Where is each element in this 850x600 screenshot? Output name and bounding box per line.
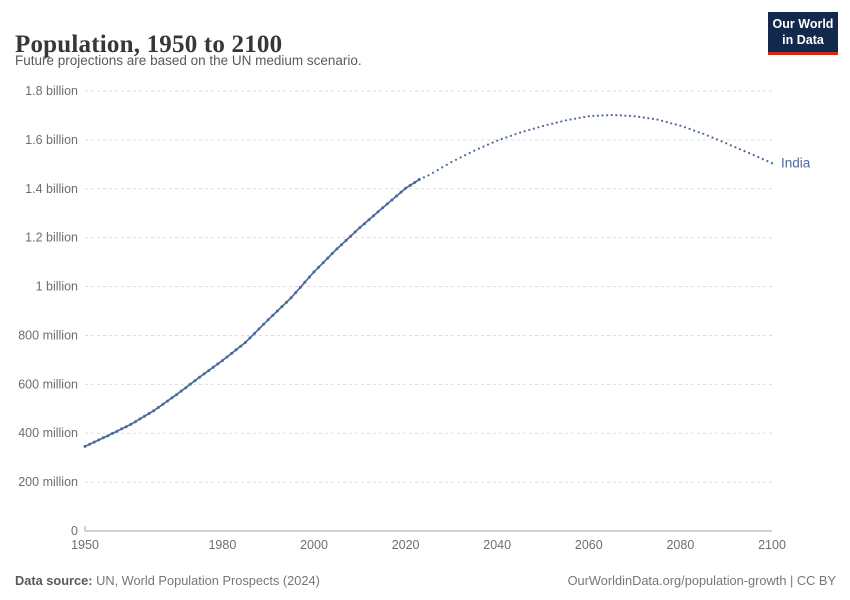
data-source-note[interactable]: Data source: UN, World Population Prospe… [15, 573, 320, 588]
x-tick-label: 2100 [758, 538, 786, 552]
owid-citation-link[interactable]: OurWorldinData.org/population-growth | C… [567, 573, 836, 588]
x-tick-label: 2040 [483, 538, 511, 552]
series-dots-projection [422, 113, 774, 179]
x-tick-label: 2000 [300, 538, 328, 552]
series-dots-historical [83, 178, 421, 448]
y-tick-label: 1.2 billion [25, 231, 78, 245]
data-source-label: Data source: [15, 573, 93, 588]
y-tick-label: 600 million [18, 377, 78, 391]
owid-logo-line1: Our World [772, 17, 834, 31]
owid-logo-line2: in Data [782, 33, 824, 47]
y-tick-label: 1 billion [36, 280, 78, 294]
x-tick-label: 1950 [71, 538, 99, 552]
y-tick-label: 1.4 billion [25, 182, 78, 196]
y-tick-label: 200 million [18, 475, 78, 489]
x-tick-label: 1980 [208, 538, 236, 552]
y-tick-label: 800 million [18, 328, 78, 342]
owid-logo[interactable]: Our World in Data [768, 12, 838, 55]
y-tick-label: 400 million [18, 426, 78, 440]
x-tick-label: 2080 [666, 538, 694, 552]
page-title: Population, 1950 to 2100 [15, 30, 283, 58]
y-tick-label: 1.6 billion [25, 133, 78, 147]
chart-subtitle: Future projections are based on the UN m… [15, 53, 362, 68]
x-tick-label: 2020 [392, 538, 420, 552]
y-tick-label: 0 [71, 524, 78, 538]
x-tick-label: 2060 [575, 538, 603, 552]
y-tick-label: 1.8 billion [25, 84, 78, 98]
series-label-india[interactable]: India [781, 156, 811, 171]
data-source-text: UN, World Population Prospects (2024) [92, 573, 320, 588]
chart-footer: Data source: UN, World Population Prospe… [15, 573, 836, 588]
